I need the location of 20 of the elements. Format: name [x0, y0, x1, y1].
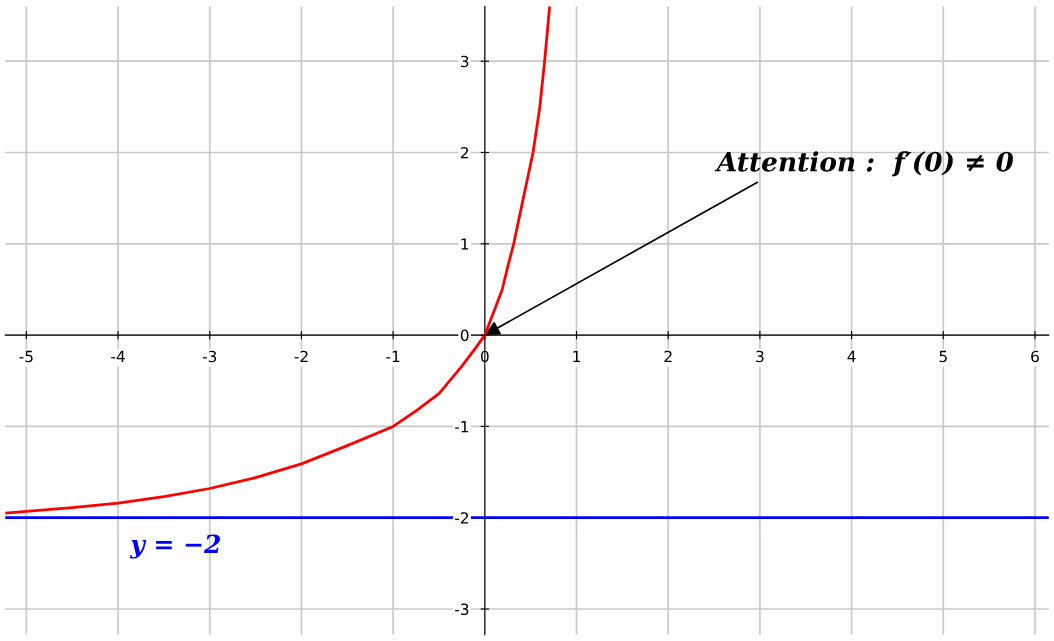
- annotation: Attention : f′(0) ≠ 0: [714, 151, 1014, 177]
- x-tick-label: -5: [19, 350, 33, 363]
- x-tick-label: -2: [294, 350, 308, 362]
- x-tick-label: -3: [202, 350, 217, 363]
- x-tick-label: 4: [847, 350, 856, 362]
- x-tick-label: 1: [573, 350, 580, 362]
- y-tick-label: 0: [460, 329, 469, 342]
- ref-line-label: y = −2: [129, 534, 221, 559]
- y-tick-label: -3: [455, 603, 469, 616]
- y-tick-label: 2: [460, 146, 469, 159]
- y-tick-label: -1: [455, 421, 469, 433]
- x-tick-label: 6: [1031, 350, 1039, 363]
- x-tick-label: -4: [111, 350, 125, 362]
- x-tick-label: 2: [664, 350, 672, 362]
- y-tick-label: 3: [460, 55, 469, 68]
- x-tick-label: -1: [386, 350, 400, 362]
- x-tick-label: 3: [756, 350, 764, 363]
- y-tick-label: 1: [461, 238, 469, 250]
- y-tick-label: -2: [455, 512, 469, 524]
- x-tick-label: 5: [939, 350, 947, 363]
